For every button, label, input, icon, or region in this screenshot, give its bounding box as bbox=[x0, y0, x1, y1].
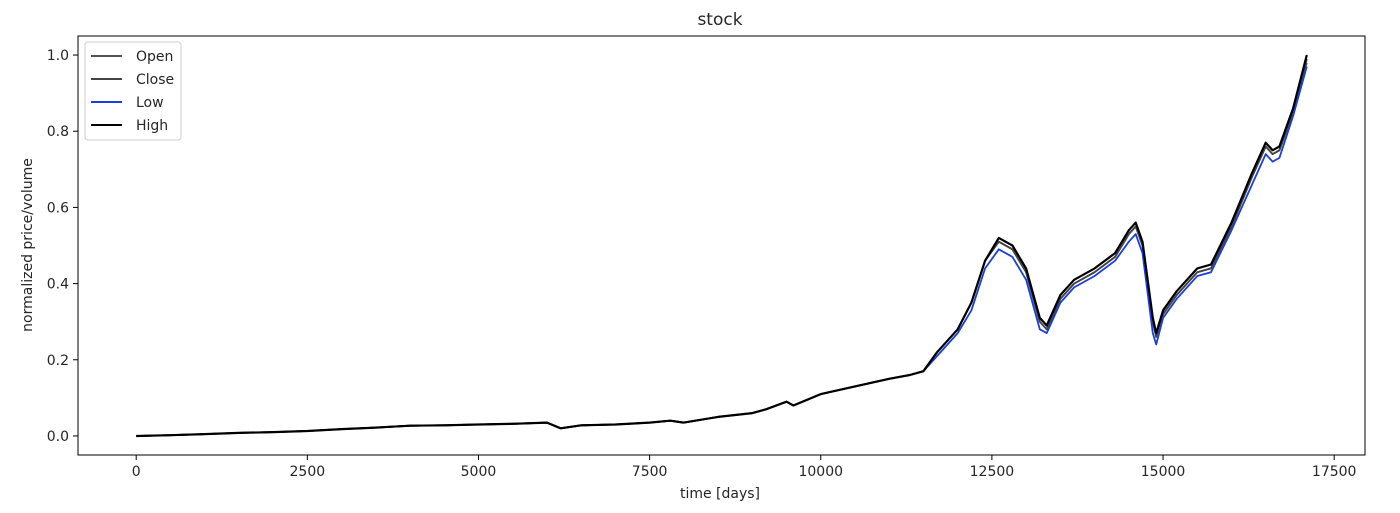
series-line-open bbox=[136, 62, 1308, 437]
x-tick-label: 17500 bbox=[1312, 464, 1357, 480]
y-tick-label: 0.6 bbox=[47, 200, 69, 216]
x-tick-label: 10000 bbox=[798, 464, 843, 480]
plot-area-frame bbox=[77, 35, 1366, 456]
y-tick-label: 0.4 bbox=[47, 277, 69, 293]
x-tick-label: 2500 bbox=[290, 464, 326, 480]
series-lines bbox=[136, 54, 1308, 438]
x-axis-label: time [days] bbox=[680, 486, 760, 502]
legend-box bbox=[84, 41, 182, 141]
legend-label-close: Close bbox=[136, 72, 174, 88]
series-line-low bbox=[136, 66, 1308, 437]
x-tick-label: 7500 bbox=[632, 464, 668, 480]
y-tick-label: 1.0 bbox=[47, 48, 69, 64]
legend: Open Close Low High bbox=[84, 41, 182, 141]
legend-label-open: Open bbox=[136, 49, 173, 65]
x-tick-label: 0 bbox=[132, 464, 141, 480]
y-axis-label: normalized price/volume bbox=[20, 158, 36, 332]
legend-label-high: High bbox=[136, 118, 168, 134]
x-axis-ticks: 0 2500 5000 7500 10000 12500 15000 17500 bbox=[132, 455, 1357, 480]
y-axis-ticks: 0.0 0.2 0.4 0.6 0.8 1.0 bbox=[47, 48, 78, 445]
series-line-high bbox=[136, 54, 1308, 438]
y-tick-label: 0.2 bbox=[47, 353, 69, 369]
x-tick-label: 12500 bbox=[970, 464, 1015, 480]
chart-title: stock bbox=[697, 10, 742, 30]
x-tick-label: 15000 bbox=[1141, 464, 1186, 480]
y-tick-label: 0.0 bbox=[47, 429, 69, 445]
series-line-close bbox=[136, 58, 1308, 437]
y-tick-label: 0.8 bbox=[47, 124, 69, 140]
legend-label-low: Low bbox=[136, 95, 164, 111]
x-tick-label: 5000 bbox=[461, 464, 497, 480]
